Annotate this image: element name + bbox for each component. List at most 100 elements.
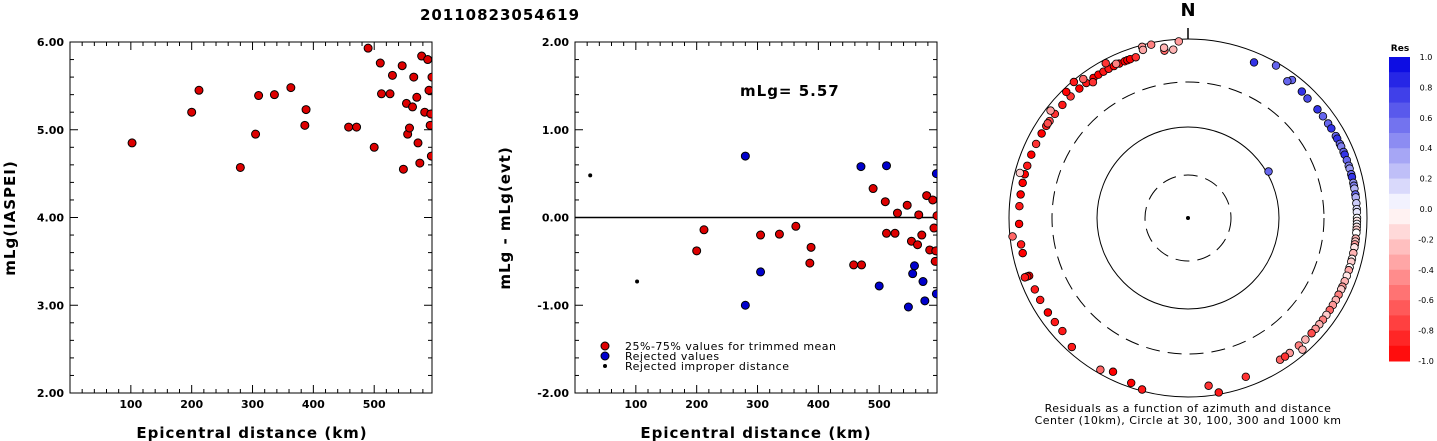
magnitude-vs-distance-plot: 100 200 300 400 500 2.00 3.00 4.00 5.00 6.00 Epic… [1,36,433,441]
data-point [857,260,867,270]
x-tick-label: 200 [685,398,708,411]
data-point [301,105,311,115]
colorbar-label: 0.2 [1420,175,1433,184]
station-point [1018,248,1027,258]
station-point [1313,105,1322,114]
station-point [1050,317,1060,327]
station-point [1174,37,1183,46]
data-point-rejected [931,289,937,299]
colorbar-swatch [1389,330,1410,347]
y-axis-label: mLg(IASPEI) [1,160,19,275]
data-point [880,197,890,207]
colorbar-label: 1.0 [1420,53,1433,62]
station-point [1280,352,1290,361]
colorbar-swatch [1389,315,1410,332]
data-point [398,164,408,174]
data-point [914,210,924,220]
caption-line-1: Residuals as a function of azimuth and d… [1045,402,1332,415]
data-point [269,90,279,100]
data-point-rejected [903,302,913,312]
station-point [1101,59,1110,68]
y-axis-label: mLg - mLg(evt) [496,146,514,289]
data-point [375,58,385,68]
y-tick-label: 0.00 [542,212,569,225]
data-point [251,129,261,139]
station-points [1008,37,1362,397]
data-point [892,208,902,218]
data-point [882,228,892,238]
axis-ticks: 100 200 300 400 500 2.00 3.00 4.00 5.00 6.00 [37,36,432,411]
data-point [849,260,859,270]
data-points [588,151,937,312]
data-point [890,228,900,238]
station-point [1131,53,1140,62]
station-point [1159,43,1169,52]
ring-300km [1051,81,1325,355]
data-point [774,229,784,239]
data-point [127,138,137,148]
colorbar-label: 0.0 [1420,205,1433,214]
data-point [235,162,245,172]
station-point [1088,78,1098,87]
colorbar-swatch [1389,254,1410,271]
legend-label-improper: Rejected improper distance [625,360,790,373]
station-point [1214,388,1223,397]
y-tick-label: 5.00 [37,124,64,137]
x-tick-label: 100 [624,398,647,411]
data-point [385,89,395,99]
colorbar-swatch [1389,87,1410,104]
station-point [1023,161,1032,170]
colorbar-title: Res [1391,44,1409,54]
colorbar-swatch [1389,72,1410,88]
y-tick-label: 2.00 [542,36,569,49]
colorbar-label: -0.8 [1418,327,1434,336]
station-point [1075,84,1084,93]
colorbar-swatch [1389,269,1410,286]
data-point-rejected [920,296,930,306]
y-tick-label: 1.00 [542,124,569,137]
data-point [692,246,702,256]
station-point [1297,87,1307,96]
station-point [1301,335,1310,344]
ring-100km [1096,126,1280,310]
data-point [932,211,937,221]
station-point [1014,219,1024,229]
y-tick-label: -1.00 [537,299,569,312]
data-point [286,83,296,93]
legend-marker-trimmed [600,341,610,351]
data-point-rejected [918,277,928,287]
colorbar-label: -0.4 [1418,266,1434,275]
data-point-rejected [856,162,866,172]
station-point [1138,45,1148,55]
data-point [917,230,927,240]
data-point [377,89,387,99]
colorbar-swatch [1389,345,1410,362]
data-point [425,120,432,130]
station-point [1016,240,1026,249]
data-point [426,151,432,161]
data-point [413,138,423,148]
data-point [194,85,204,95]
station-point [1298,345,1307,354]
station-point [1318,112,1328,121]
colorbar-label: 0.6 [1420,114,1433,123]
data-point-rejected [756,267,766,277]
colorbar-swatch [1389,285,1410,301]
colorbar-swatch [1389,163,1410,180]
data-point [363,43,373,53]
data-point [369,142,379,152]
x-tick-label: 400 [302,398,325,411]
colorbar-swatch [1389,239,1410,256]
x-tick-label: 300 [241,398,264,411]
data-point [409,72,419,82]
x-tick-label: 300 [746,398,769,411]
station-point [1020,273,1030,282]
data-point [423,55,432,65]
data-point [791,221,801,231]
data-point [805,258,815,268]
station-point [1327,124,1336,133]
station-point [1058,326,1067,336]
station-point [1062,87,1071,97]
legend-label-trimmed: 25%-75% values for trimmed mean [625,340,837,353]
data-point [930,256,937,266]
